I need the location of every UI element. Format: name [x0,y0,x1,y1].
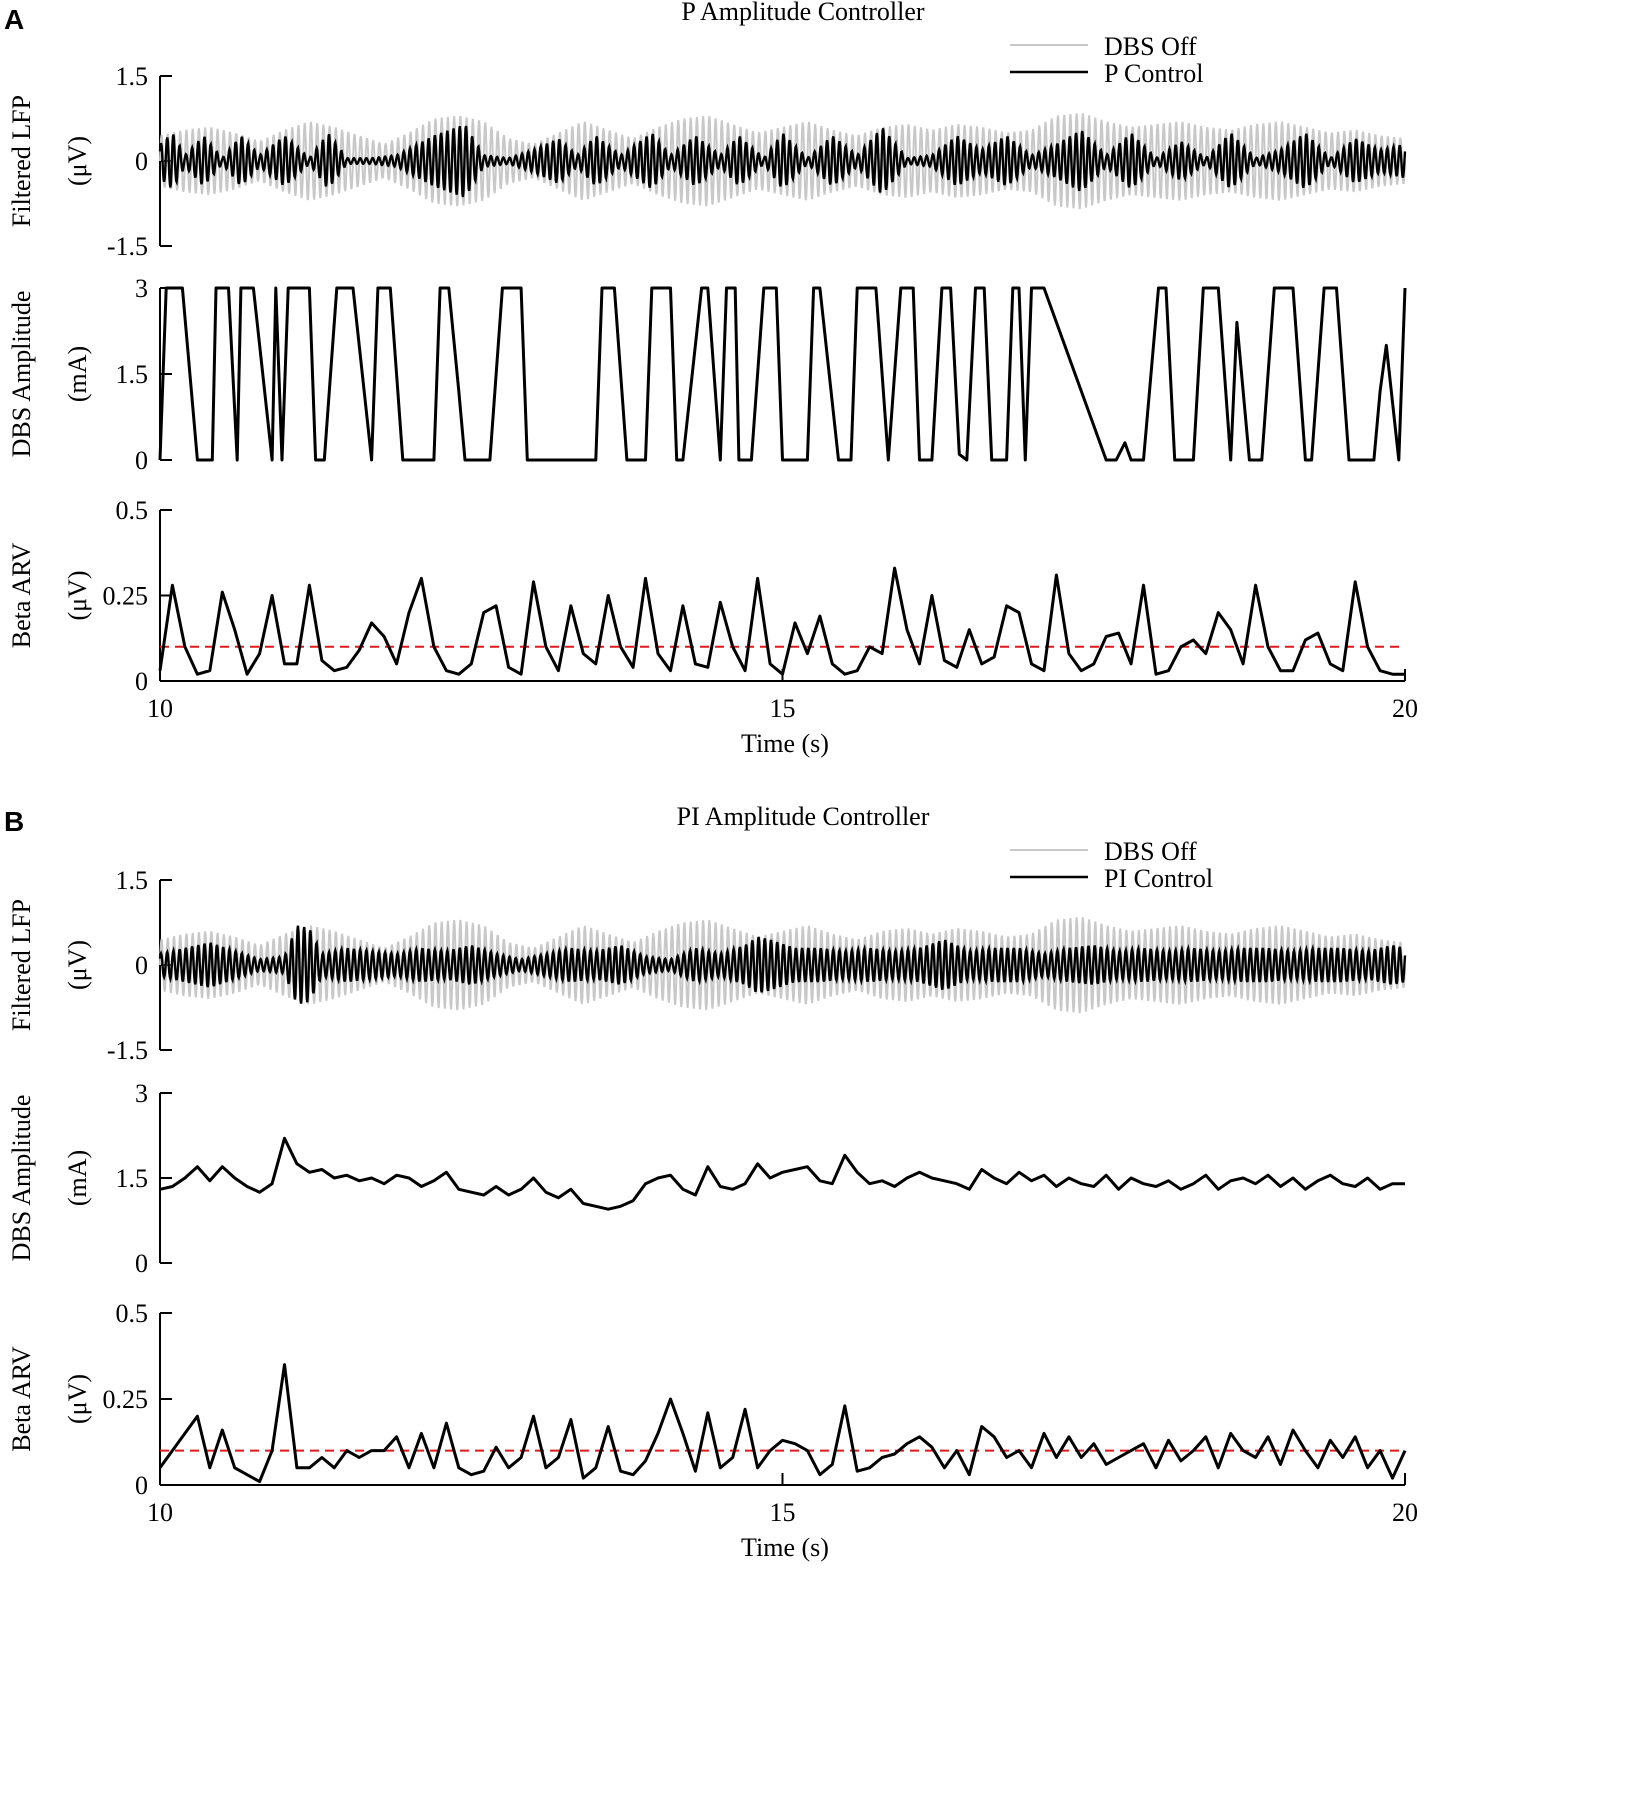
x-tick-label: 10 [147,1498,173,1527]
y-tick-label: 0 [135,667,148,696]
y-tick-label: 0 [135,1471,148,1500]
y-tick-label: -1.5 [107,1036,148,1065]
y-tick-label: -1.5 [107,232,148,261]
y-axis-label: Beta ARV [7,1346,36,1452]
y-tick-label: 0.25 [103,1385,149,1414]
panel-a-label: A [4,4,25,35]
y-axis-unit: (mA) [63,346,92,402]
dbs-amplitude-trace [159,1136,1405,1211]
x-tick-label: 20 [1392,1498,1418,1527]
y-tick-label: 3 [135,274,148,303]
subplot-dbs-amplitude: 3 1.5 0 DBS Amplitude (mA) [7,1079,1405,1278]
y-axis-label: Filtered LFP [7,95,36,227]
x-axis-label: Time (s) [741,1533,829,1562]
y-axis-label: DBS Amplitude [7,1095,36,1262]
x-tick-label: 20 [1392,694,1418,723]
lfp-trace-control [158,925,1407,1004]
y-axis-label: DBS Amplitude [7,291,36,458]
lfp-trace-control [158,125,1407,198]
subplot-lfp: 1.5 0 -1.5 Filtered LFP (μV) [7,62,1407,261]
x-tick-label: 10 [147,694,173,723]
y-tick-label: 1.5 [116,1164,149,1193]
legend-label-off: DBS Off [1104,32,1197,61]
y-tick-label: 0 [135,446,148,475]
x-tick-label: 15 [770,694,796,723]
y-axis-unit: (mA) [63,1150,92,1206]
legend-label-off: DBS Off [1104,837,1197,866]
y-axis-unit: (μV) [63,940,92,990]
subplot-beta-arv: 0.5 0.25 0 Beta ARV (μV) [7,496,1405,696]
x-tick-label: 15 [770,1498,796,1527]
beta-arv-trace [158,566,1405,676]
y-tick-label: 0.25 [103,582,149,611]
chart-title: P Amplitude Controller [681,0,924,26]
y-tick-label: 0.5 [116,496,149,525]
legend-label-on: PI Control [1104,864,1213,893]
y-axis-label: Filtered LFP [7,899,36,1031]
y-tick-label: 0 [135,951,148,980]
y-tick-label: 1.5 [116,360,149,389]
y-tick-label: 3 [135,1079,148,1108]
y-tick-label: 0 [135,1249,148,1278]
subplot-beta-arv: 0.5 0.25 0 Beta ARV (μV) [7,1299,1407,1500]
beta-arv-trace [158,1363,1407,1484]
x-axis-label: Time (s) [741,729,829,758]
y-tick-label: 1.5 [116,62,149,91]
chart-title: PI Amplitude Controller [677,802,930,831]
dbs-amplitude-trace [158,286,1407,462]
subplot-dbs-amplitude: 3 1.5 0 DBS Amplitude (mA) [7,274,1407,475]
y-tick-label: 1.5 [116,866,149,895]
y-axis-unit: (μV) [63,136,92,186]
y-tick-label: 0.5 [116,1299,149,1328]
legend-label-on: P Control [1104,59,1203,88]
y-axis-unit: (μV) [63,1374,92,1424]
y-axis-unit: (μV) [63,570,92,620]
y-tick-label: 0 [135,147,148,176]
y-axis-label: Beta ARV [7,543,36,649]
panel-b-label: B [4,806,25,837]
subplot-lfp: 1.5 0 -1.5 Filtered LFP (μV) [7,866,1407,1065]
